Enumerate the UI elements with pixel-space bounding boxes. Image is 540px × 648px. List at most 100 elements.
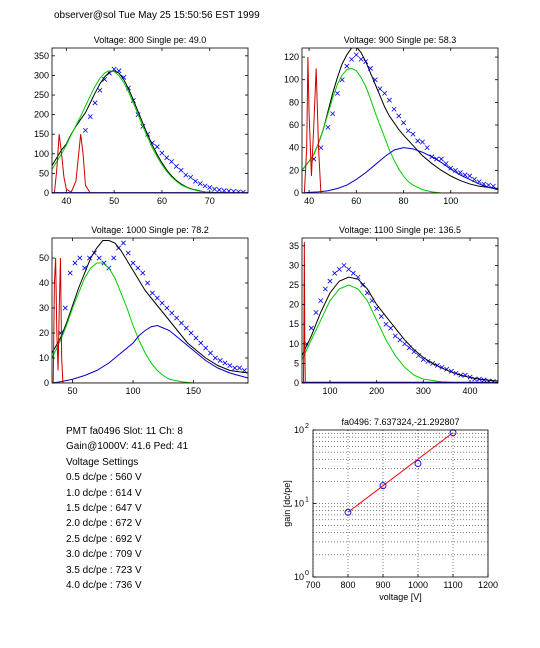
x-tick-label: 40 [304, 196, 314, 206]
data-point [334, 90, 340, 96]
data-point [197, 181, 203, 187]
y-tick-label: 20 [289, 165, 299, 175]
data-point [111, 255, 117, 261]
plot-frame [301, 47, 499, 194]
plot-frame [51, 237, 249, 384]
data-point [188, 330, 194, 336]
data-point [415, 138, 421, 144]
voltage-setting-item: 2.5 dc/pe : 692 V [66, 533, 142, 545]
gain-data-point [414, 460, 422, 467]
data-point [318, 145, 324, 151]
voltage-setting-item: 4.0 dc/pe : 736 V [66, 580, 142, 592]
gain-fit-line [347, 432, 454, 513]
data-point [382, 90, 388, 96]
data-point [325, 124, 331, 130]
data-point [164, 305, 170, 311]
data-point [207, 185, 213, 190]
data-point [378, 313, 384, 319]
y-tick-label: 0 [294, 188, 299, 198]
data-point [178, 167, 184, 173]
y-tick-label: 80 [289, 97, 299, 107]
data-point [159, 300, 165, 306]
data-point [198, 340, 204, 346]
data-point [216, 187, 222, 193]
data-point [202, 183, 208, 189]
data-point [405, 128, 411, 134]
y-tick-label: 35 [289, 241, 299, 251]
fit-line-pedestal [53, 134, 248, 193]
voltage-setting-item: 1.5 dc/pe : 647 V [66, 503, 142, 515]
data-point [72, 260, 78, 266]
y-tick-label: 5 [294, 358, 299, 368]
x-tick-label: 150 [186, 386, 201, 396]
data-point [140, 270, 146, 276]
x-tick-label: 300 [416, 386, 431, 396]
data-point [212, 186, 218, 192]
data-point [438, 156, 444, 162]
data-point [237, 365, 243, 371]
data-point [322, 286, 328, 292]
data-point [121, 74, 127, 80]
data-point [377, 86, 383, 92]
data-point [62, 305, 68, 311]
x-tick-label: 900 [375, 580, 390, 590]
data-point [135, 265, 141, 271]
x-tick-label: 800 [340, 580, 355, 590]
data-point [388, 325, 394, 331]
data-point [336, 266, 342, 272]
data-point [97, 87, 103, 93]
y-tick-label: 0 [294, 378, 299, 388]
x-tick-label: 1100 [443, 580, 462, 590]
data-point [396, 113, 402, 119]
data-point [183, 172, 189, 178]
x-tick-label: 80 [399, 196, 409, 206]
data-point [424, 145, 430, 151]
data-point [330, 111, 336, 117]
gain-data-point [379, 482, 387, 490]
data-point [232, 365, 238, 371]
data-point [235, 189, 241, 193]
x-tick-label: 60 [157, 196, 167, 206]
data-point [92, 100, 98, 106]
fit-line-pedestal [52, 257, 248, 383]
voltage-setting-item: 3.5 dc/pe : 723 V [66, 564, 142, 576]
y-tick-label: 50 [39, 168, 49, 178]
y-tick-label: 15 [289, 319, 299, 329]
y-tick-label: 100 [284, 75, 299, 85]
plot-frame [51, 47, 249, 194]
data-point [222, 360, 228, 366]
pmt-info-line: PMT fa0496 Slot: 11 Ch: 8 [66, 426, 183, 437]
y-tick-label: 30 [289, 260, 299, 270]
y-tick-label: 10 [294, 572, 304, 582]
gain-vs-voltage-plot: fa0496: 7.637324,-21.292807 700 800 900 1000… [282, 417, 498, 602]
y-tick-label: 300 [34, 70, 49, 80]
data-point [145, 280, 151, 286]
x-tick-label: 100 [322, 386, 337, 396]
y-tick-label: 100 [34, 149, 49, 159]
data-point [386, 97, 392, 103]
plot-title: Voltage: 900 Single pe: 58.3 [344, 35, 457, 45]
data-point [383, 321, 389, 327]
fit-line-double-pe [52, 324, 248, 383]
data-point [169, 310, 175, 316]
y-tick-label: 40 [289, 143, 299, 153]
x-tick-label: 50 [109, 196, 119, 206]
x-tick-label: 700 [305, 580, 320, 590]
data-point [149, 290, 155, 296]
data-point [96, 255, 102, 261]
plot-title: fa0496: 7.637324,-21.292807 [341, 417, 459, 427]
data-point [341, 262, 347, 268]
data-point [203, 345, 209, 351]
data-point [130, 260, 136, 266]
data-point [178, 320, 184, 326]
plot-area [302, 48, 498, 193]
data-point [467, 173, 473, 179]
fit-line-single-pe [52, 70, 248, 193]
data-point [188, 174, 194, 180]
y-tick-label: 120 [284, 52, 299, 62]
y-tick-label: 25 [289, 280, 299, 290]
x-tick-label: 40 [61, 196, 71, 206]
y-tick-label: 150 [34, 129, 49, 139]
data-point [332, 270, 338, 276]
x-tick-label: 60 [351, 196, 361, 206]
